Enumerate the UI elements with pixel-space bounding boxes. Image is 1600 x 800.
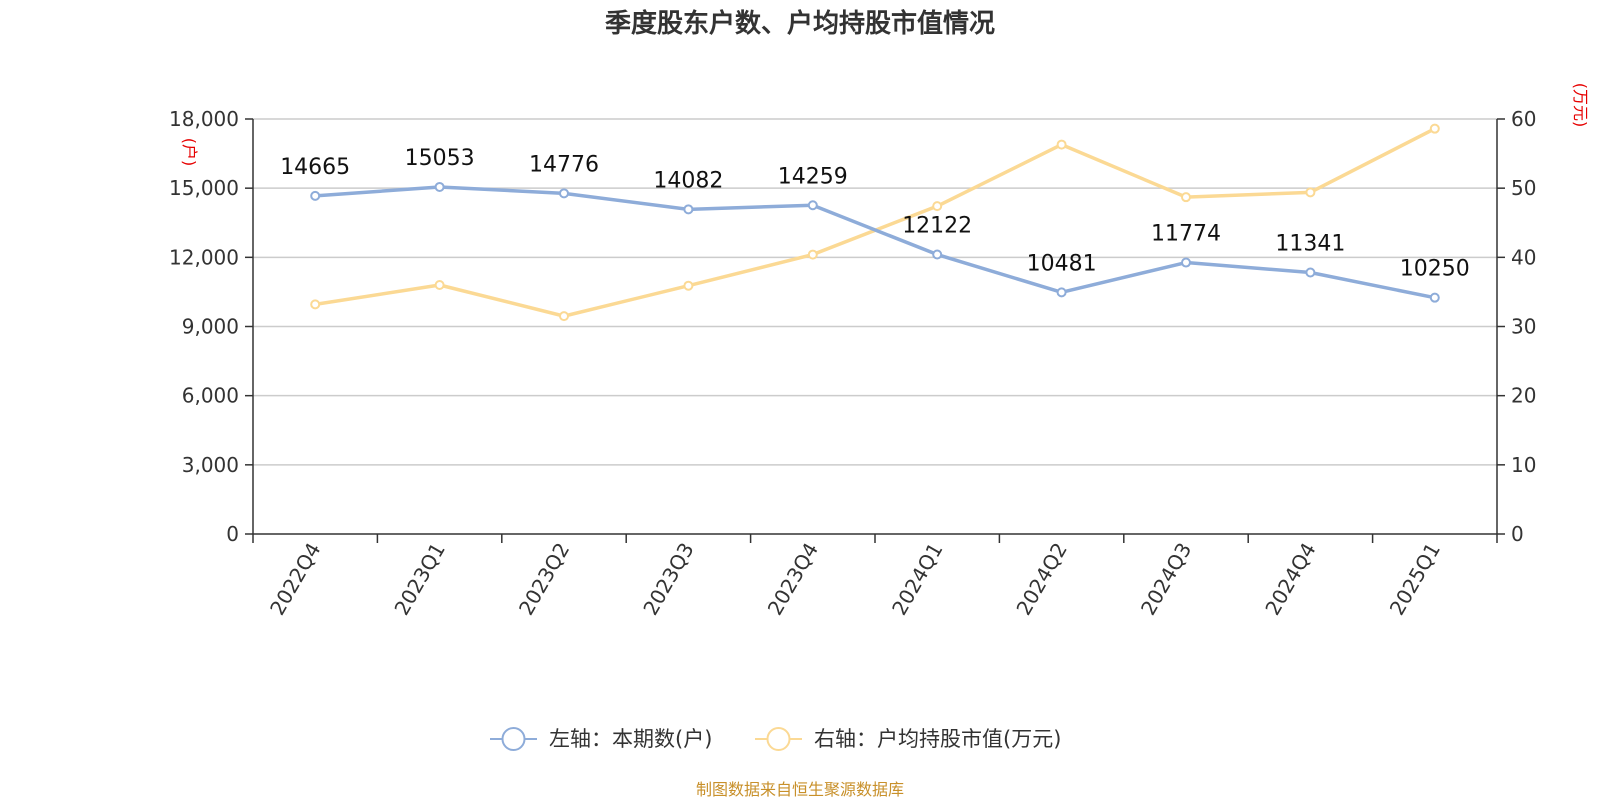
data-label-left: 14082 (653, 168, 723, 193)
data-point-left[interactable] (559, 188, 569, 199)
right-tick-label: 20 (1511, 384, 1536, 408)
data-point-left[interactable] (683, 204, 694, 215)
x-axis-ticks: 2022Q4 2023Q1 2023Q2 2023Q3 2023Q4 2024Q1 2024… (252, 534, 1498, 620)
legend-label-left: 左轴：本期数(户) (549, 727, 712, 751)
data-point-right[interactable] (310, 299, 321, 310)
x-tick-label: 2024Q1 (887, 539, 947, 620)
right-tick-label: 30 (1511, 315, 1536, 339)
right-tick-label: 0 (1511, 522, 1524, 546)
data-label-left: 14665 (280, 155, 350, 180)
data-label-left: 10481 (1027, 251, 1097, 276)
x-tick-label: 2023Q3 (638, 539, 698, 620)
data-point-right[interactable] (807, 249, 818, 260)
legend-item-right[interactable]: 右轴：户均持股市值(万元) (755, 727, 1061, 751)
left-tick-label: 12,000 (169, 245, 239, 269)
series-left (310, 181, 1440, 303)
x-tick-label: 2022Q4 (265, 539, 325, 620)
data-point-left[interactable] (434, 181, 445, 192)
data-point-right[interactable] (1305, 187, 1316, 198)
x-tick-label: 2023Q1 (389, 539, 449, 620)
left-tick-label: 18,000 (169, 107, 239, 131)
series-right (310, 123, 1440, 322)
data-label-left: 12122 (902, 214, 972, 239)
data-point-right[interactable] (1429, 123, 1440, 134)
data-point-left[interactable] (1429, 292, 1440, 303)
data-label-left: 11774 (1151, 222, 1221, 247)
right-axis-unit: (万元) (1571, 83, 1590, 128)
data-label-left: 14259 (778, 164, 848, 189)
x-tick-label: 2024Q4 (1260, 539, 1320, 620)
data-point-right[interactable] (683, 280, 694, 291)
legend-label-right: 右轴：户均持股市值(万元) (814, 727, 1061, 751)
left-tick-label: 0 (226, 522, 239, 546)
data-point-right[interactable] (1181, 192, 1191, 203)
data-point-right[interactable] (932, 201, 943, 212)
left-tick-label: 6,000 (182, 384, 239, 408)
legend-marker-left (501, 727, 526, 751)
x-tick-label: 2025Q1 (1385, 539, 1445, 620)
right-tick-label: 60 (1511, 107, 1536, 131)
series-line-left (315, 185, 1436, 300)
right-tick-label: 40 (1511, 245, 1536, 269)
legend-item-left[interactable]: 左轴：本期数(户) (490, 727, 712, 751)
data-label-left: 10250 (1400, 257, 1470, 282)
series-line-right (314, 127, 1436, 318)
data-labels: 14665 15053 14776 14082 14259 12122 10481 11774… (280, 146, 1470, 282)
x-tick-label: 2024Q2 (1011, 539, 1071, 620)
left-tick-label: 15,000 (169, 176, 239, 200)
data-point-left[interactable] (1181, 257, 1191, 268)
x-tick-label: 2024Q3 (1136, 539, 1196, 620)
data-point-left[interactable] (932, 249, 943, 260)
data-label-left: 14776 (529, 152, 599, 177)
data-point-left[interactable] (1056, 287, 1067, 298)
data-point-right[interactable] (559, 311, 569, 322)
x-tick-label: 2023Q2 (514, 539, 574, 620)
data-point-left[interactable] (1305, 267, 1316, 278)
legend-marker-right (766, 727, 791, 751)
data-point-right[interactable] (434, 280, 445, 290)
data-label-left: 11341 (1275, 232, 1345, 257)
source-note: 制图数据来自恒生聚源数据库 (696, 780, 904, 799)
data-point-left[interactable] (310, 190, 321, 201)
left-axis-ticks: 0 3,000 6,000 9,000 12,000 15,000 18,000 (169, 107, 253, 546)
data-label-left: 15053 (405, 146, 475, 171)
legend: 左轴：本期数(户) 右轴：户均持股市值(万元) (490, 727, 1061, 751)
right-axis-ticks: 0 10 20 30 40 50 60 (1497, 107, 1536, 546)
x-tick-label: 2023Q4 (763, 539, 823, 620)
chart-title: 季度股东户数、户均持股市值情况 (605, 8, 995, 39)
data-point-left[interactable] (807, 200, 818, 211)
series-layer (310, 123, 1440, 322)
right-tick-label: 10 (1511, 453, 1536, 477)
left-tick-label: 9,000 (182, 315, 239, 339)
right-tick-label: 50 (1511, 176, 1536, 200)
left-axis-unit: (户) (180, 138, 199, 167)
data-point-right[interactable] (1056, 139, 1067, 150)
left-tick-label: 3,000 (182, 453, 239, 477)
